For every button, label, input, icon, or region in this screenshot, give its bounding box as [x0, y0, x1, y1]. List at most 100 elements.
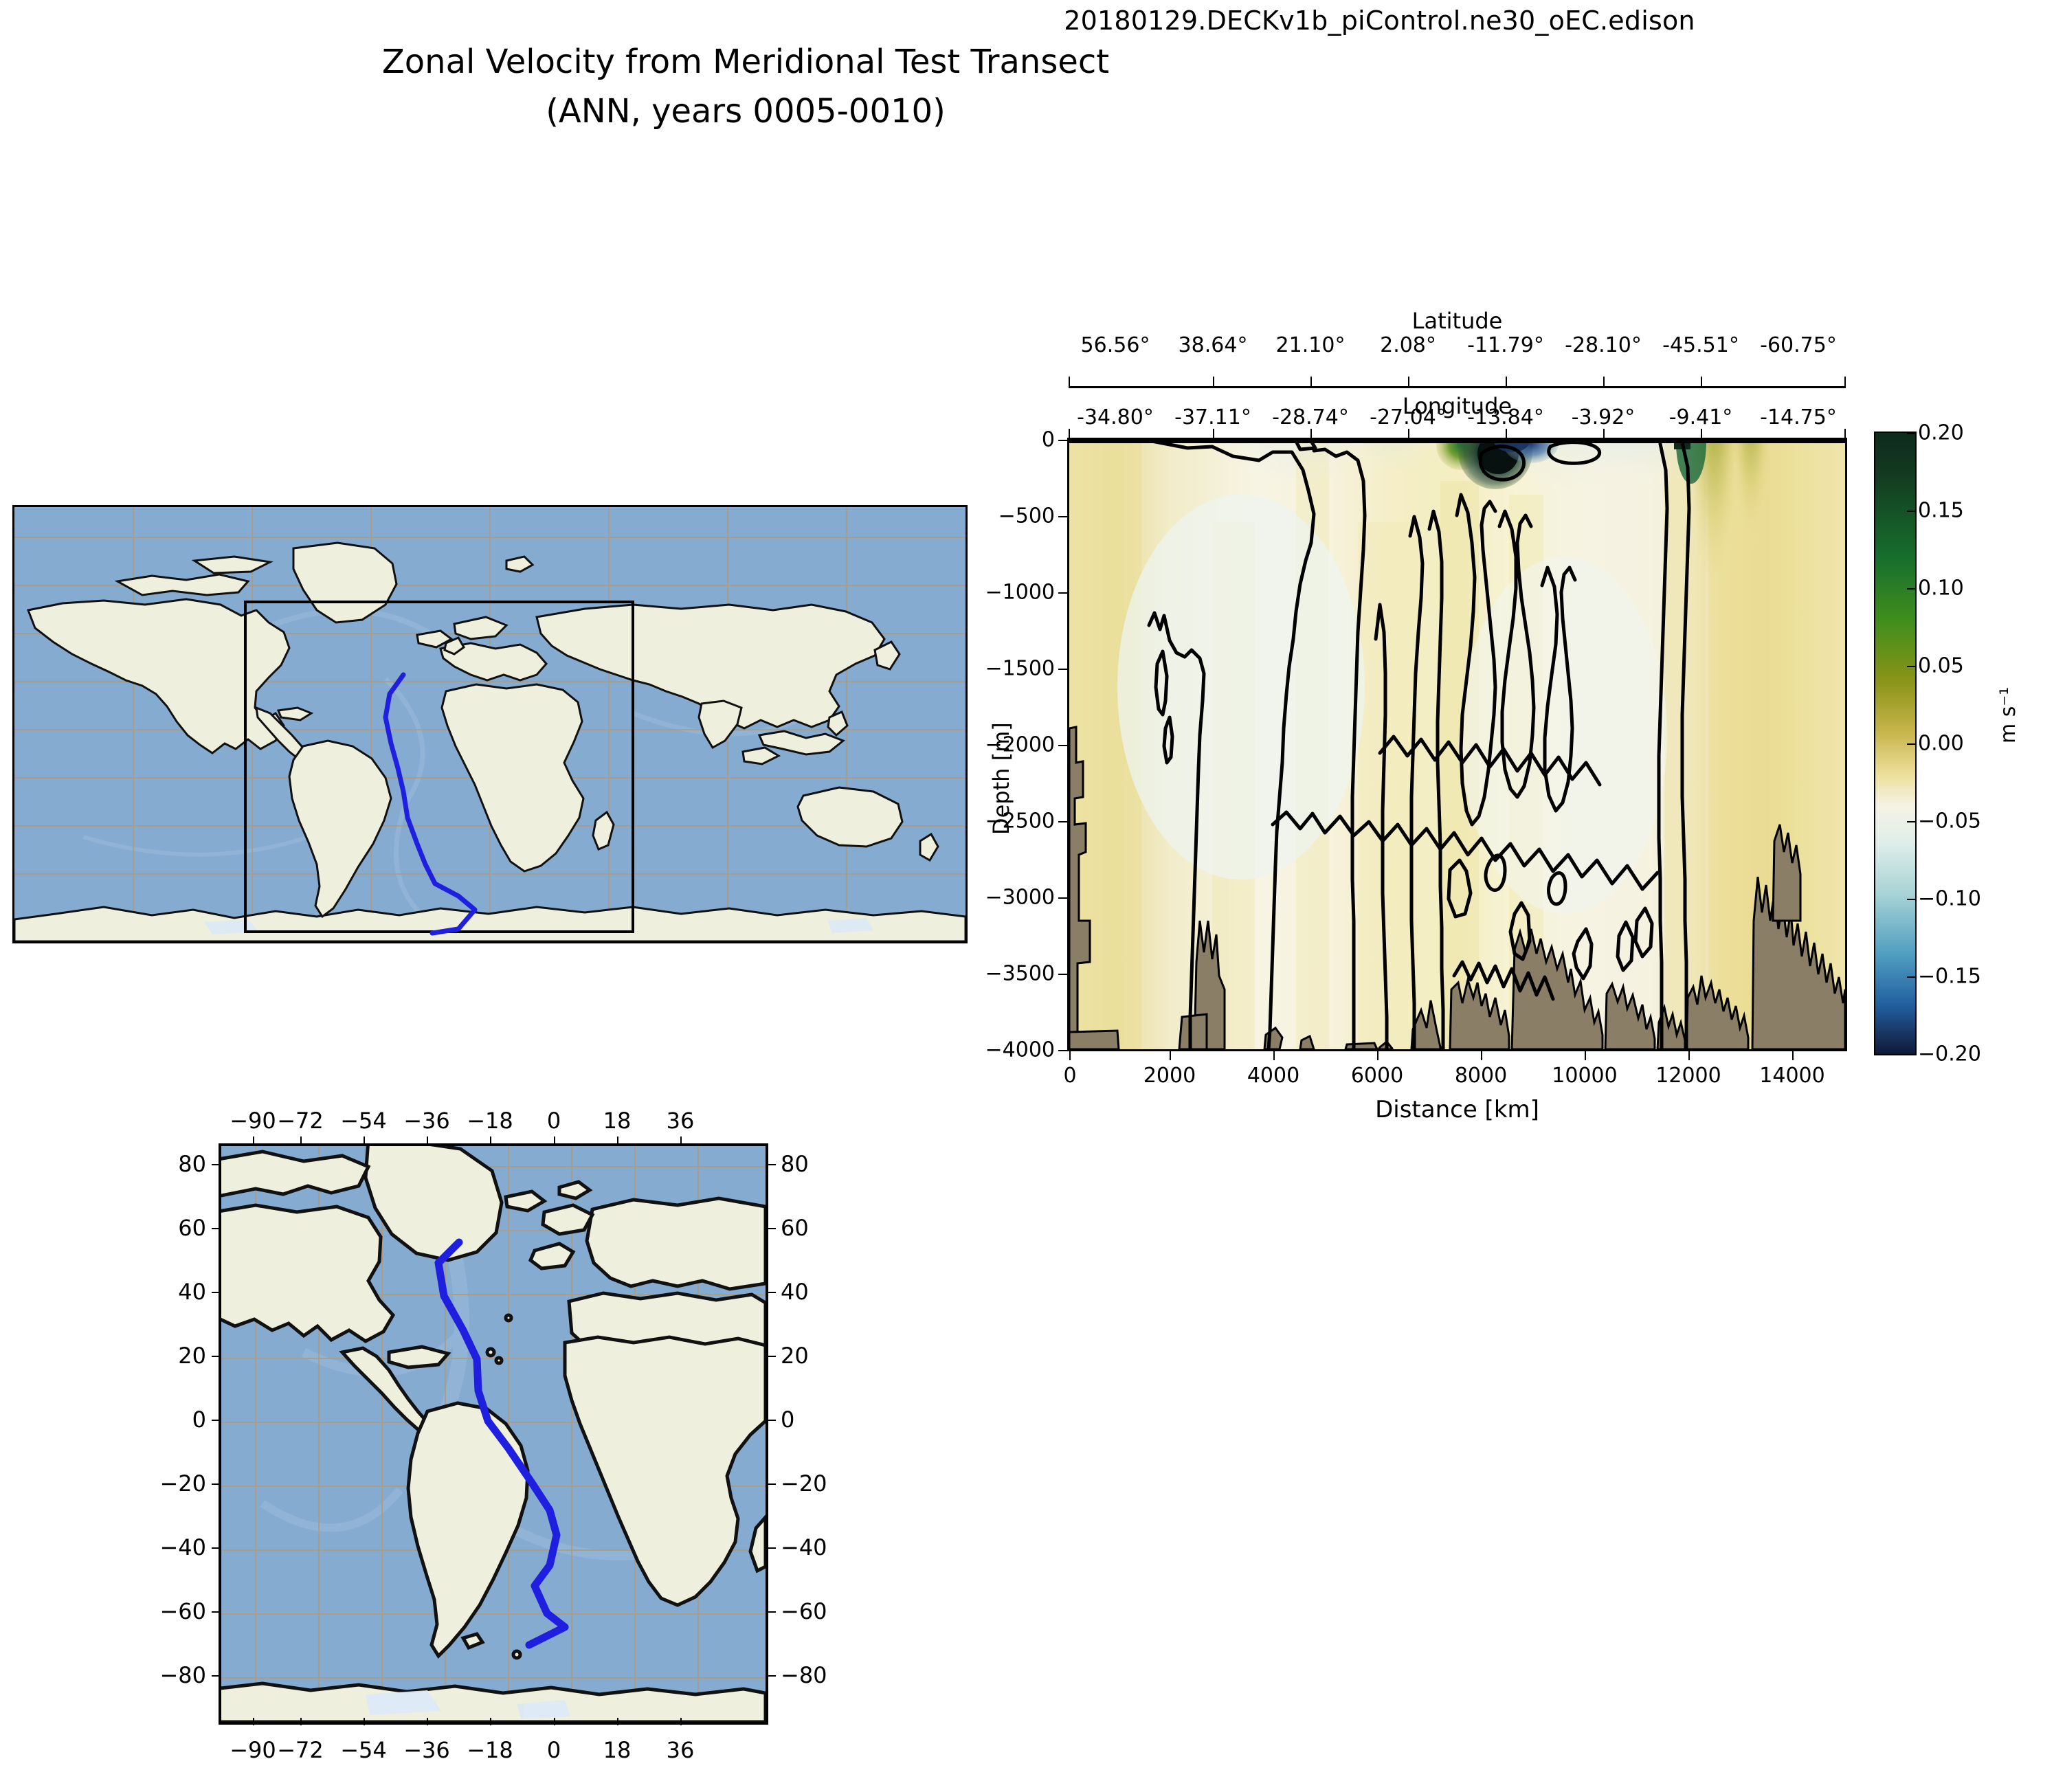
atlantic-right-tickmark	[768, 1164, 776, 1165]
distance-tick: 14000	[1759, 1064, 1825, 1088]
atlantic-xtick-bottom: −72	[277, 1737, 324, 1763]
atlantic-right-tickmark	[768, 1420, 776, 1421]
latitude-tick: 56.56°	[1080, 333, 1150, 357]
atlantic-xtick-top: 36	[666, 1108, 695, 1134]
atlantic-xtick-top: −54	[340, 1108, 387, 1134]
atlantic-bottom-tickmark	[680, 1718, 682, 1725]
atlantic-bottom-tickmark	[253, 1718, 254, 1725]
top-axis-tickmark	[1310, 429, 1312, 438]
atlantic-right-tickmark	[768, 1611, 776, 1613]
atlantic-xtick-bottom: 36	[666, 1737, 695, 1763]
top-axis-tickmark	[1701, 429, 1702, 438]
latitude-tick: 38.64°	[1178, 333, 1248, 357]
atlantic-top-tickmark	[490, 1136, 491, 1144]
colorbar-tick: 0.10	[1918, 576, 1964, 601]
latitude-tick: 21.10°	[1275, 333, 1346, 357]
atlantic-top-tickmark	[680, 1136, 682, 1144]
depth-tickmark	[1058, 897, 1067, 899]
depth-axis-label: Depth [m]	[988, 722, 1014, 835]
atlantic-coastlines	[221, 1146, 766, 1722]
latitude-axis-rule	[1069, 386, 1846, 388]
distance-tickmark	[1273, 1051, 1275, 1060]
colorbar-tick: −0.15	[1918, 964, 1981, 989]
atlantic-ytick-left: −20	[159, 1470, 206, 1497]
colorbar-tickmark	[1907, 743, 1917, 745]
atlantic-xtick-top: −18	[467, 1108, 513, 1134]
latitude-axis-tickmark	[1213, 377, 1214, 386]
depth-tick: −1500	[985, 656, 1055, 681]
longitude-tick: -28.74°	[1272, 405, 1349, 429]
colorbar-tick: 0.20	[1918, 421, 1964, 445]
atlantic-xtick-top: −36	[403, 1108, 450, 1134]
atlantic-ytick-left: 40	[178, 1279, 206, 1305]
longitude-tick: -27.04°	[1370, 405, 1447, 429]
depth-tickmark	[1058, 974, 1067, 975]
latitude-axis-label: Latitude	[1411, 308, 1503, 334]
atlantic-ytick-right: 80	[781, 1151, 809, 1177]
atlantic-ytick-left: 80	[178, 1151, 206, 1177]
atlantic-bottom-tickmark	[364, 1718, 365, 1725]
longitude-axis-label: Longitude	[1402, 393, 1512, 419]
depth-tickmark	[1058, 745, 1067, 746]
colorbar-tick: 0.15	[1918, 498, 1964, 523]
distance-tick: 0	[1063, 1064, 1077, 1088]
depth-tickmark	[1058, 516, 1067, 517]
latitude-tick: -45.51°	[1662, 333, 1739, 357]
atlantic-right-tickmark	[768, 1547, 776, 1549]
atlantic-xtick-bottom: −54	[340, 1737, 387, 1763]
top-axis-tickmark	[1069, 429, 1070, 438]
atlantic-ytick-left: 0	[192, 1407, 206, 1433]
atlantic-left-tickmark	[212, 1420, 219, 1421]
atlantic-left-tickmark	[212, 1675, 219, 1677]
atlantic-xtick-top: −72	[277, 1108, 324, 1134]
latitude-tick: -60.75°	[1760, 333, 1837, 357]
transect-contour-plot[interactable]	[1067, 438, 1847, 1051]
atlantic-region-map[interactable]	[219, 1143, 768, 1725]
top-axis-tickmark	[1506, 429, 1507, 438]
colorbar-tickmark	[1907, 666, 1917, 667]
atlantic-bottom-tickmark	[490, 1718, 491, 1725]
atlantic-top-tickmark	[364, 1136, 365, 1144]
atlantic-ice-shelf	[366, 1690, 570, 1719]
distance-tickmark	[1585, 1051, 1586, 1060]
depth-tickmark	[1058, 821, 1067, 822]
depth-tick: −4000	[985, 1038, 1055, 1062]
atlantic-right-tickmark	[768, 1483, 776, 1485]
latitude-axis-tickmark	[1310, 377, 1312, 386]
latitude-axis-tickmark	[1069, 377, 1070, 386]
latitude-tick: -28.10°	[1565, 333, 1642, 357]
atlantic-right-tickmark	[768, 1356, 776, 1357]
atlantic-ytick-right: 60	[781, 1215, 809, 1241]
depth-tick: −3000	[985, 885, 1055, 910]
velocity-contour-lines	[1073, 440, 1691, 1049]
atlantic-xtick-bottom: 0	[546, 1737, 561, 1763]
distance-tick: 2000	[1143, 1064, 1196, 1088]
global-world-map[interactable]	[12, 505, 968, 943]
atlantic-top-tickmark	[253, 1136, 254, 1144]
depth-tick: −1000	[985, 580, 1055, 605]
global-map-svg	[14, 507, 965, 941]
latitude-axis-tickmark	[1603, 377, 1605, 386]
depth-tick: −2000	[985, 732, 1055, 757]
distance-tickmark	[1688, 1051, 1690, 1060]
atlantic-left-tickmark	[212, 1228, 219, 1229]
top-axis-tickmark	[1408, 429, 1409, 438]
atlantic-ytick-right: 20	[781, 1343, 809, 1369]
longitude-tick: -34.80°	[1077, 405, 1154, 429]
colorbar-tickmark	[1907, 433, 1917, 434]
depth-tickmark	[1058, 1050, 1067, 1051]
atlantic-ytick-right: 0	[781, 1407, 795, 1433]
colorbar-tick: 0.00	[1918, 731, 1964, 756]
distance-tick: 12000	[1655, 1064, 1721, 1088]
colorbar-unit-label: m s⁻¹	[1996, 686, 2020, 743]
atlantic-ytick-left: −40	[159, 1534, 206, 1560]
atlantic-xtick-top: 18	[603, 1108, 632, 1134]
colorbar-tick: −0.20	[1918, 1042, 1981, 1066]
latitude-tick: 2.08°	[1380, 333, 1436, 357]
latitude-axis-tickmark	[1408, 377, 1409, 386]
top-axis-tickmark	[1844, 429, 1846, 438]
run-id-label: 20180129.DECKv1b_piControl.ne30_oEC.edis…	[1064, 5, 1695, 36]
atlantic-left-tickmark	[212, 1611, 219, 1613]
depth-tick: 0	[1041, 427, 1055, 452]
atlantic-ytick-right: −40	[781, 1534, 827, 1560]
